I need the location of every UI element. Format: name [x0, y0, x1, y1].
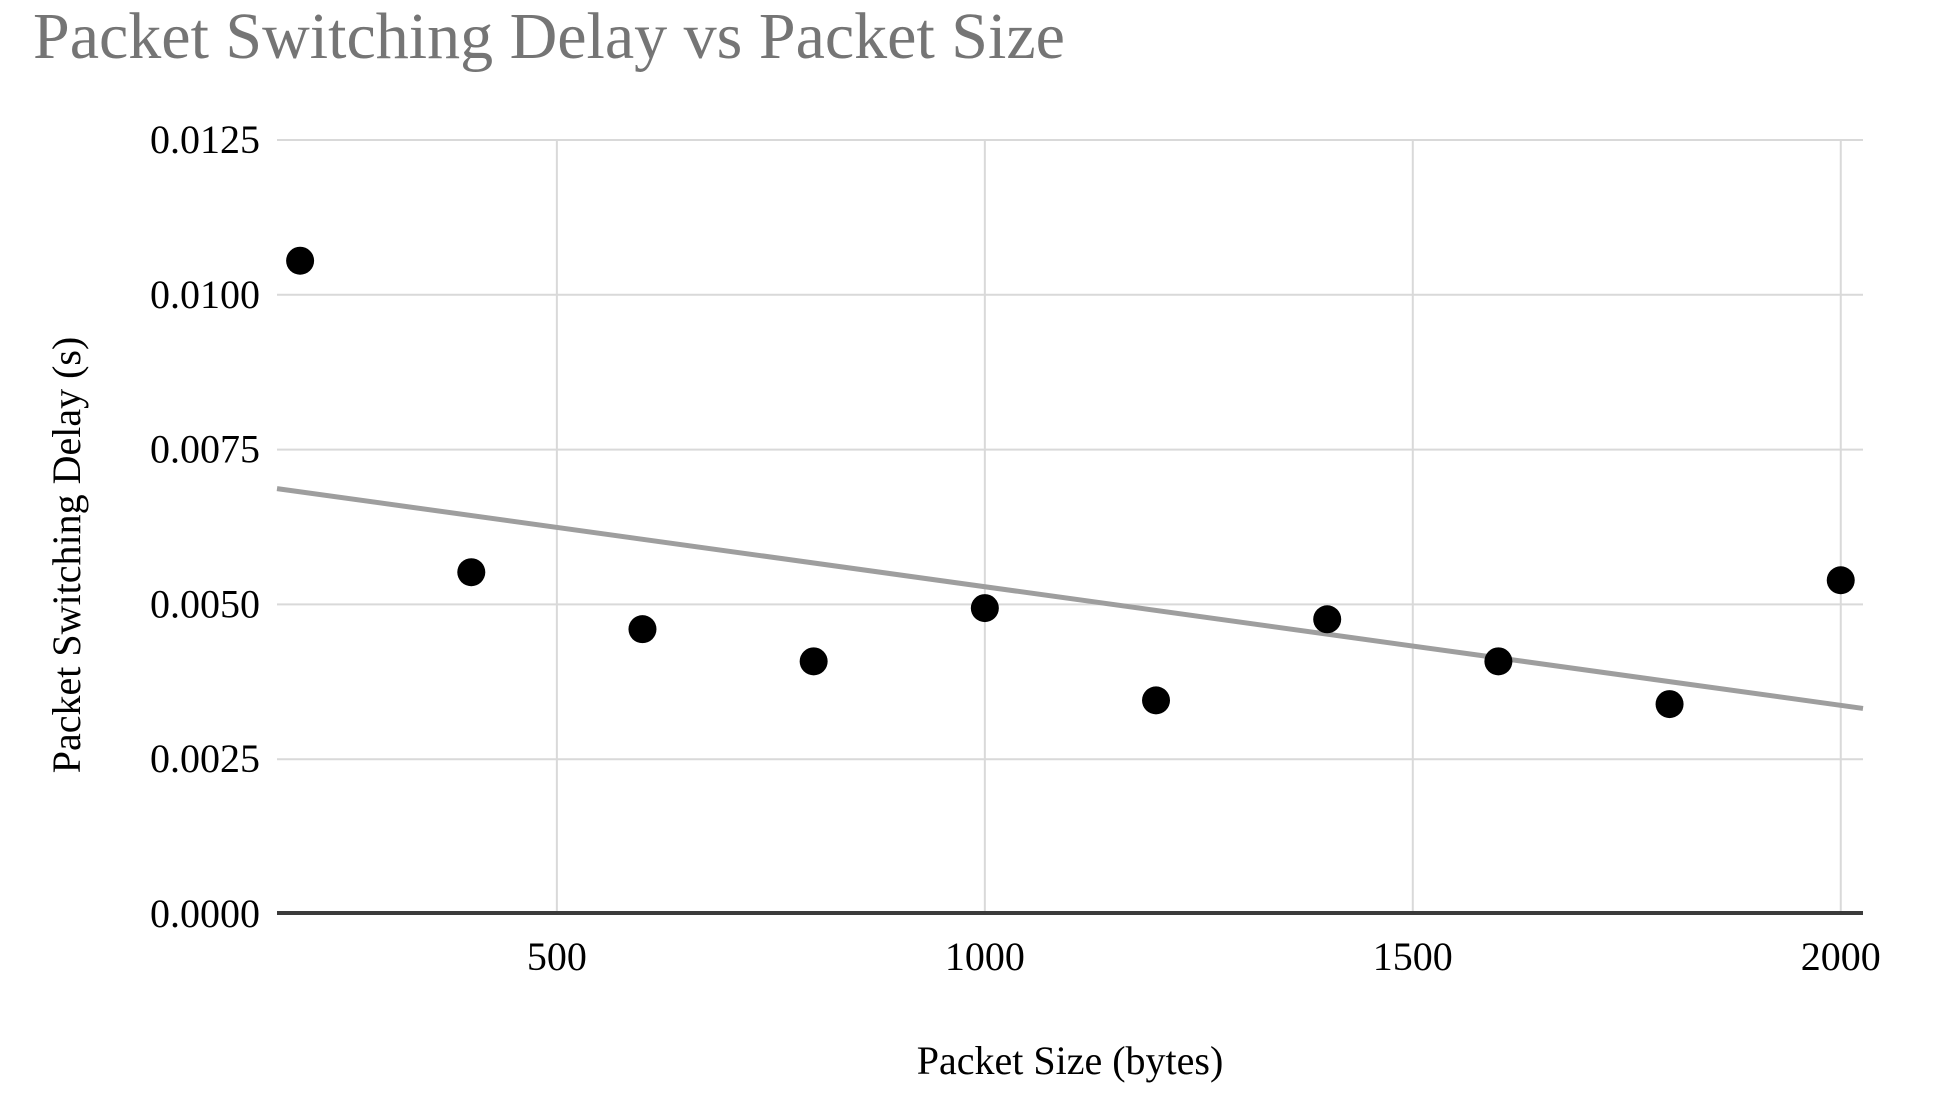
x-tick-label: 1500	[1373, 934, 1453, 979]
data-point	[628, 615, 657, 644]
x-tick-label: 1000	[945, 934, 1025, 979]
data-point	[970, 594, 999, 623]
y-axis-title: Packet Switching Delay (s)	[44, 337, 89, 774]
data-point	[1655, 690, 1684, 719]
x-tick-labels: 500 1000 1500 2000	[527, 934, 1881, 979]
y-tick-labels: 0.0000 0.0025 0.0050 0.0075 0.0100 0.0125	[150, 117, 260, 936]
y-tick-label: 0.0000	[150, 891, 260, 936]
data-point	[1142, 686, 1171, 715]
h-gridlines	[277, 139, 1863, 915]
y-tick-label: 0.0025	[150, 736, 260, 781]
x-axis-title: Packet Size (bytes)	[917, 1038, 1224, 1083]
y-tick-label: 0.0100	[150, 272, 260, 317]
x-tick-label: 2000	[1801, 934, 1881, 979]
data-point	[799, 647, 828, 676]
y-tick-label: 0.0125	[150, 117, 260, 162]
y-tick-label: 0.0075	[150, 427, 260, 472]
y-tick-label: 0.0050	[150, 581, 260, 626]
v-gridlines	[555, 140, 1842, 914]
trend-line-group	[276, 486, 1864, 711]
trend-line	[276, 486, 1864, 711]
x-tick-label: 500	[527, 934, 587, 979]
data-point	[457, 558, 486, 587]
data-point	[286, 246, 315, 275]
data-point	[1826, 566, 1855, 595]
chart-title: Packet Switching Delay vs Packet Size	[33, 0, 1065, 73]
scatter-points	[286, 246, 1855, 719]
data-point	[1484, 647, 1513, 676]
data-point	[1313, 605, 1342, 634]
